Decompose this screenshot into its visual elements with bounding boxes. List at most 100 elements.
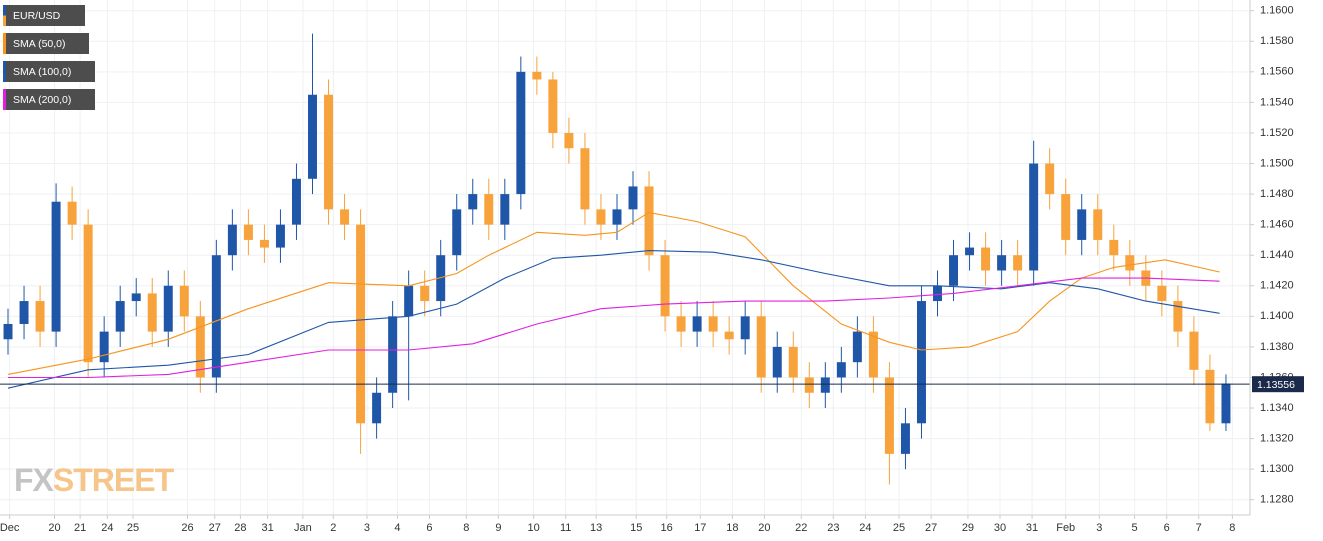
candle-body <box>163 285 173 332</box>
candle-body <box>981 247 991 271</box>
candle-body <box>900 423 910 454</box>
x-tick-label: 24 <box>859 522 871 534</box>
x-tick-label: 3 <box>1096 522 1102 534</box>
x-tick-label: 28 <box>234 522 246 534</box>
candle-body <box>324 94 334 210</box>
candle-body <box>612 209 622 225</box>
x-tick-label: 25 <box>893 522 905 534</box>
candle-body <box>756 316 766 378</box>
candle-body <box>340 209 350 225</box>
candle-body <box>51 201 61 332</box>
candle-body <box>1189 331 1199 370</box>
candle-body <box>83 224 93 363</box>
candle-body <box>99 331 109 363</box>
x-tick-label: 8 <box>1229 522 1235 534</box>
x-tick-label: 27 <box>925 522 937 534</box>
y-tick-label: 1.1460 <box>1260 219 1294 231</box>
candle-body <box>868 331 878 378</box>
candle-body <box>836 362 846 378</box>
candle-body <box>3 323 13 340</box>
candle-body <box>484 194 494 225</box>
candle-body <box>949 255 959 286</box>
y-tick-label: 1.1320 <box>1260 432 1294 444</box>
candle-body <box>1093 209 1103 240</box>
candle-body <box>724 331 734 340</box>
candle-body <box>35 301 45 332</box>
grid <box>0 0 1250 515</box>
x-tick-label: 20 <box>48 522 60 534</box>
sma-line <box>7 211 1220 375</box>
legend-label: SMA (200,0) <box>13 94 71 106</box>
candle-body <box>997 255 1007 271</box>
legend-label: EUR/USD <box>13 10 61 22</box>
candle-body <box>820 377 830 393</box>
candle-body <box>516 71 526 195</box>
y-tick-label: 1.1380 <box>1260 341 1294 353</box>
candle-body <box>580 148 590 210</box>
candle-body <box>1157 285 1167 302</box>
x-tick-label: 6 <box>426 522 432 534</box>
candle-body <box>1061 194 1071 240</box>
x-tick-label: 10 <box>528 522 540 534</box>
x-tick-label: 18 <box>726 522 738 534</box>
y-tick-label: 1.1500 <box>1260 157 1294 169</box>
x-tick-label: 23 <box>827 522 839 534</box>
x-tick-label: 31 <box>262 522 274 534</box>
x-tick-label: 4 <box>394 522 400 534</box>
candle-body <box>468 194 478 210</box>
candle-body <box>740 316 750 340</box>
watermark-fx: FX <box>14 462 55 498</box>
legend-box <box>3 61 95 82</box>
x-tick-label: 5 <box>1132 522 1138 534</box>
candle-body <box>275 224 285 248</box>
x-tick-label: 22 <box>795 522 807 534</box>
y-tick-label: 1.1600 <box>1260 5 1294 17</box>
candle-body <box>179 285 189 317</box>
y-tick-label: 1.1540 <box>1260 96 1294 108</box>
candle-body <box>115 301 125 332</box>
candle-body <box>1173 301 1183 332</box>
legend-swatch <box>3 89 6 110</box>
candle-body <box>933 285 942 302</box>
candle-body <box>1221 383 1231 424</box>
candle-body <box>1109 239 1119 256</box>
candle-body <box>628 186 638 210</box>
x-tick-label: 27 <box>209 522 221 534</box>
y-tick-label: 1.1300 <box>1260 463 1294 475</box>
candle-body <box>67 201 77 225</box>
x-tick-label: 21 <box>74 522 86 534</box>
x-tick-label: 26 <box>181 522 193 534</box>
candle-body <box>1077 209 1087 240</box>
x-tick-label: 13 <box>590 522 602 534</box>
x-tick-label: 17 <box>694 522 706 534</box>
candle-body <box>147 293 157 332</box>
candle-body <box>1045 163 1055 195</box>
x-tick-label: 7 <box>1196 522 1202 534</box>
x-tick-label: 6 <box>1164 522 1170 534</box>
legend-label: SMA (100,0) <box>13 66 71 78</box>
candle-body <box>548 79 558 133</box>
candle-body <box>1125 255 1135 271</box>
candle-body <box>644 186 654 256</box>
legend-swatch <box>3 33 6 54</box>
candle-body <box>388 316 398 393</box>
legend-box <box>3 33 89 54</box>
candle-body <box>965 247 975 256</box>
y-tick-label: 1.1420 <box>1260 280 1294 292</box>
x-tick-label: 30 <box>994 522 1006 534</box>
x-tick-label: 24 <box>101 522 113 534</box>
legend-box <box>3 89 95 110</box>
watermark: FXSTREET <box>14 462 175 498</box>
price-label-bg <box>1252 376 1304 393</box>
candle-body <box>676 316 686 332</box>
candle-body <box>243 224 253 240</box>
candle-body <box>420 285 430 302</box>
x-tick-label: 20 <box>758 522 770 534</box>
candle-body <box>692 316 702 332</box>
candle-body <box>708 316 718 332</box>
candle-body <box>19 301 29 324</box>
candle-body <box>372 392 382 424</box>
x-tick-label: 9 <box>495 522 501 534</box>
candle-body <box>211 255 221 378</box>
sma-line <box>7 250 1220 389</box>
